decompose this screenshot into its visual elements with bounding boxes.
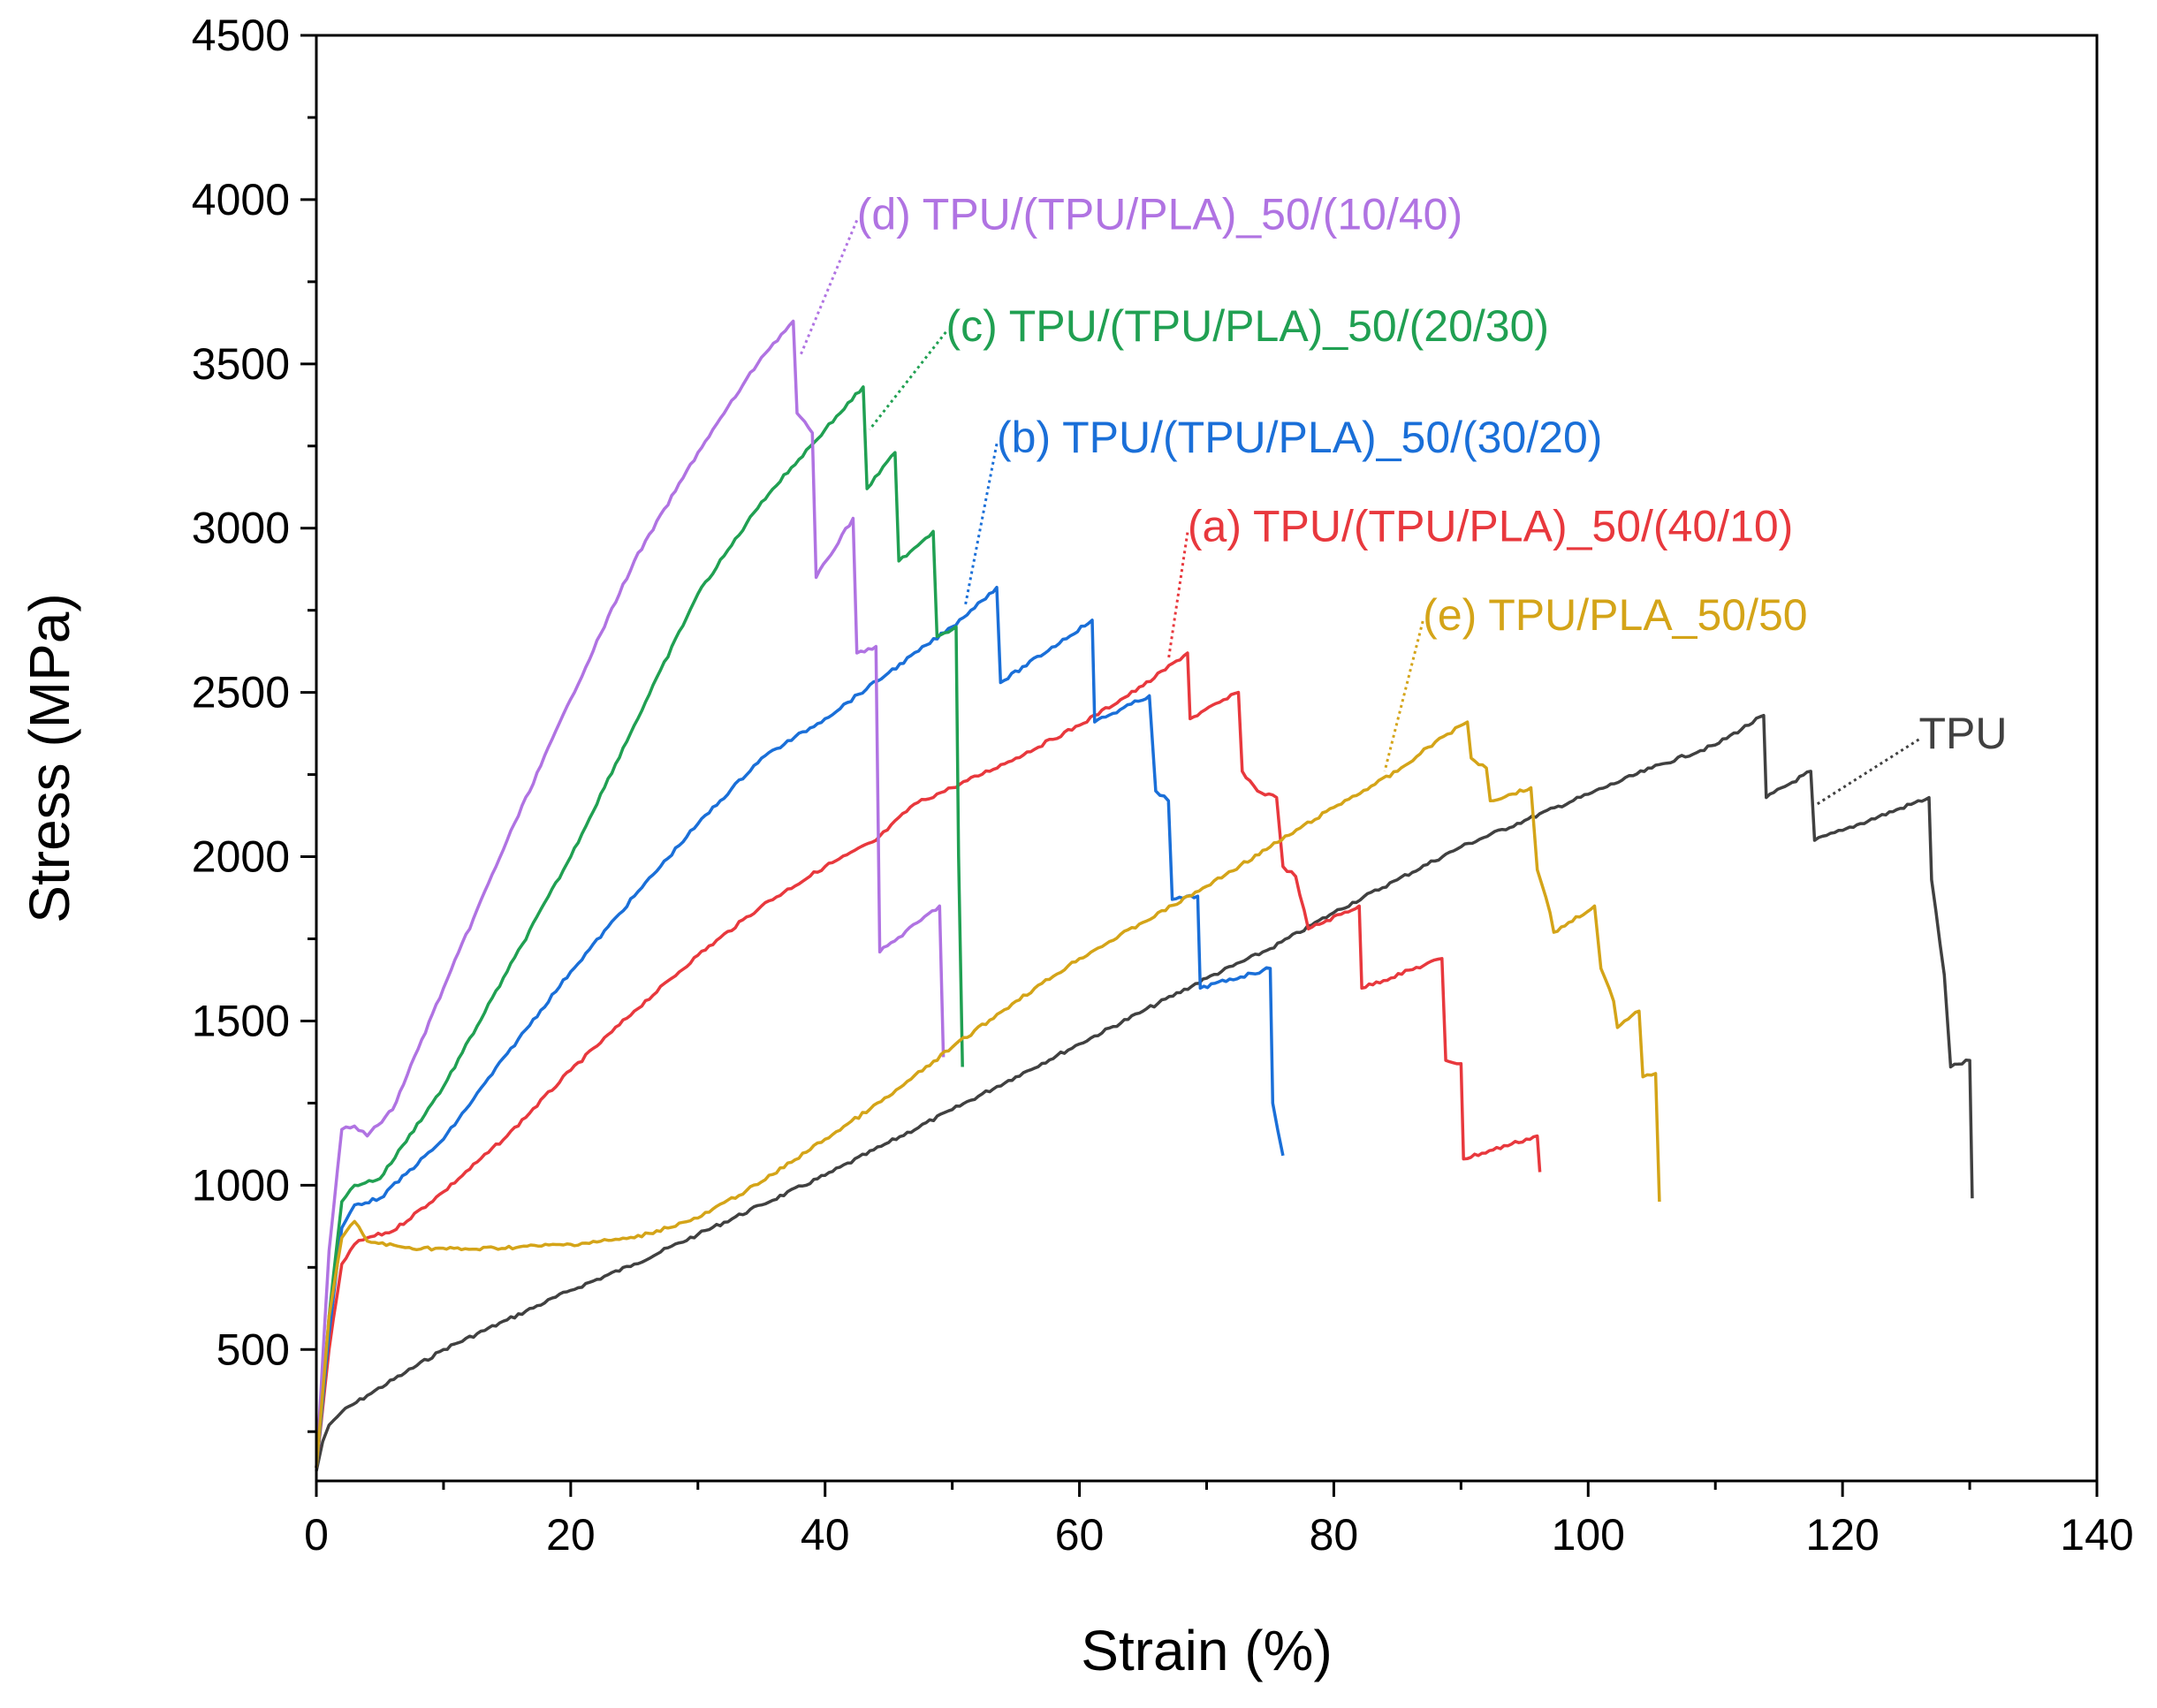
x-tick-label: 140: [2060, 1510, 2133, 1560]
series-leader-line: [963, 443, 999, 608]
series-label: (d) TPU/(TPU/PLA)_50/(10/40): [857, 189, 1462, 239]
y-tick-label: 3500: [192, 339, 290, 389]
y-tick-label: 4500: [192, 11, 290, 60]
series-line: [315, 585, 1285, 1469]
plot-frame: [315, 34, 2099, 1483]
series-label: (e) TPU/PLA_50/50: [1423, 590, 1807, 640]
series-leader-line: [868, 330, 947, 431]
series-line: [315, 385, 964, 1469]
series-line: [315, 319, 946, 1469]
series-label: (b) TPU/(TPU/PLA)_50/(30/20): [997, 413, 1602, 462]
series-lines: [315, 319, 1974, 1472]
x-axis-title: Strain (%): [1081, 1619, 1333, 1682]
y-tick-label: 3000: [192, 504, 290, 553]
x-tick-label: 120: [1805, 1510, 1879, 1560]
series-leader-line: [1166, 532, 1189, 660]
series-leader-line: [1383, 620, 1424, 772]
series-leader-line: [1816, 738, 1920, 806]
x-tick-label: 40: [801, 1510, 850, 1560]
x-tick-label: 80: [1310, 1510, 1359, 1560]
y-tick-label: 1500: [192, 996, 290, 1045]
series-line: [315, 713, 1974, 1472]
y-tick-label: 1000: [192, 1160, 290, 1210]
axes-ticks: 0 20 40 60 80 100 120 140 500 1000 1500 2000 2500 300…: [192, 11, 2134, 1560]
series-label: (c) TPU/(TPU/PLA)_50/(20/30): [946, 301, 1549, 351]
series-line: [315, 651, 1542, 1469]
series-labels: TPU (a) TPU/(TPU/PLA)_50/(40/10) (b) TPU/(…: [798, 189, 2008, 806]
y-axis-title: Stress (MPa): [18, 593, 81, 922]
x-tick-label: 100: [1552, 1510, 1625, 1560]
y-tick-label: 2500: [192, 668, 290, 717]
y-tick-label: 4000: [192, 175, 290, 224]
y-tick-label: 2000: [192, 832, 290, 882]
series-leader-line: [798, 219, 859, 358]
x-tick-label: 0: [304, 1510, 329, 1560]
x-tick-label: 60: [1055, 1510, 1105, 1560]
series-label: TPU: [1919, 709, 2008, 758]
y-tick-label: 500: [216, 1325, 290, 1374]
series-line: [315, 720, 1661, 1469]
x-tick-label: 20: [546, 1510, 596, 1560]
series-label: (a) TPU/(TPU/PLA)_50/(40/10): [1188, 502, 1793, 551]
